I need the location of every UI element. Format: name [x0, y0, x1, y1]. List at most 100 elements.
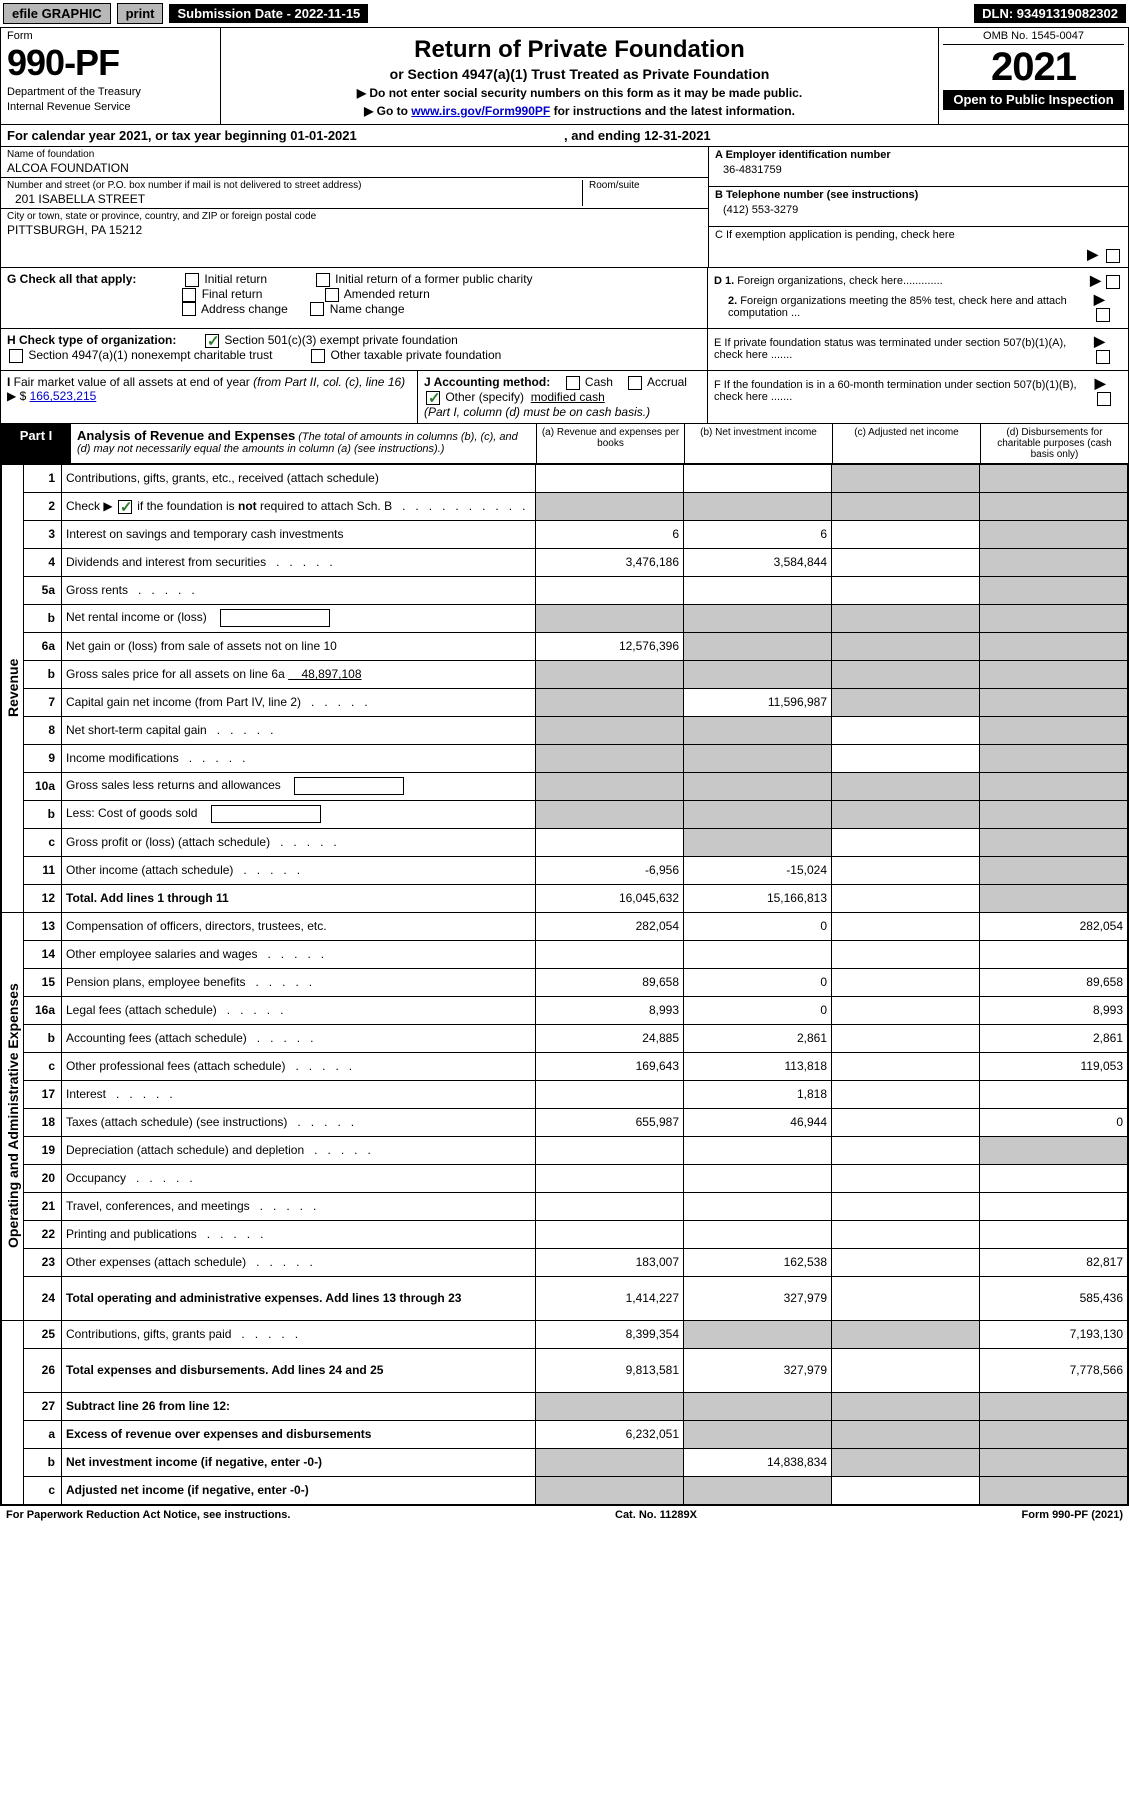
- amount-cell: [980, 1392, 1128, 1420]
- amount-cell: [832, 1248, 980, 1276]
- line-number: 21: [24, 1192, 62, 1220]
- amount-cell: 82,817: [980, 1248, 1128, 1276]
- line-desc: Pension plans, employee benefits . . . .…: [62, 968, 536, 996]
- c-checkbox[interactable]: [1106, 249, 1120, 263]
- table-row: bNet investment income (if negative, ent…: [2, 1448, 1128, 1476]
- amount-cell: 1,818: [684, 1080, 832, 1108]
- efile-button[interactable]: efile GRAPHIC: [3, 3, 111, 24]
- g-final-checkbox[interactable]: [182, 288, 196, 302]
- d2-checkbox[interactable]: [1096, 308, 1110, 322]
- submission-date: Submission Date - 2022-11-15: [169, 4, 368, 23]
- j-other-checkbox[interactable]: [426, 391, 440, 405]
- g-addr: Address change: [201, 302, 288, 316]
- amount-cell: [684, 1136, 832, 1164]
- h-501c3-checkbox[interactable]: [205, 334, 219, 348]
- amount-cell: [536, 1080, 684, 1108]
- form-header: Form 990-PF Department of the Treasury I…: [1, 28, 1128, 125]
- amount-cell: [684, 1476, 832, 1504]
- line-desc: Gross rents . . . . .: [62, 576, 536, 604]
- part1-header: Part I Analysis of Revenue and Expenses …: [1, 424, 1128, 464]
- line-desc: Dividends and interest from securities .…: [62, 548, 536, 576]
- j-cash-checkbox[interactable]: [566, 376, 580, 390]
- g-name-checkbox[interactable]: [310, 302, 324, 316]
- amount-cell: 6: [536, 520, 684, 548]
- e-checkbox[interactable]: [1096, 350, 1110, 364]
- line-desc: Depreciation (attach schedule) and deple…: [62, 1136, 536, 1164]
- amount-cell: 11,596,987: [684, 688, 832, 716]
- amount-cell: [980, 1448, 1128, 1476]
- line-number: 4: [24, 548, 62, 576]
- amount-cell: 183,007: [536, 1248, 684, 1276]
- h-label: H Check type of organization:: [7, 333, 176, 347]
- amount-cell: [832, 520, 980, 548]
- d-checks: D 1. Foreign organizations, check here..…: [708, 268, 1128, 328]
- table-row: cGross profit or (loss) (attach schedule…: [2, 828, 1128, 856]
- line-desc: Contributions, gifts, grants, etc., rece…: [62, 464, 536, 492]
- line-number: 17: [24, 1080, 62, 1108]
- line-desc: Accounting fees (attach schedule) . . . …: [62, 1024, 536, 1052]
- amount-cell: [832, 772, 980, 800]
- amount-cell: [536, 1192, 684, 1220]
- foundation-name: ALCOA FOUNDATION: [7, 160, 702, 175]
- ein-label: A Employer identification number: [715, 149, 1122, 161]
- form-container: Form 990-PF Department of the Treasury I…: [0, 27, 1129, 1506]
- amount-cell: 282,054: [536, 912, 684, 940]
- line-number: 22: [24, 1220, 62, 1248]
- amount-cell: [980, 632, 1128, 660]
- line-number: 24: [24, 1276, 62, 1320]
- h-other-checkbox[interactable]: [311, 349, 325, 363]
- part1-desc: Analysis of Revenue and Expenses (The to…: [71, 424, 536, 463]
- fmv-link[interactable]: 166,523,215: [30, 389, 97, 403]
- g-initial: Initial return: [204, 272, 267, 286]
- amount-cell: [980, 688, 1128, 716]
- line-number: 9: [24, 744, 62, 772]
- line-number: 6a: [24, 632, 62, 660]
- amount-cell: [832, 1080, 980, 1108]
- amount-cell: [536, 1164, 684, 1192]
- line-desc: Other expenses (attach schedule) . . . .…: [62, 1248, 536, 1276]
- amount-cell: 3,584,844: [684, 548, 832, 576]
- side-label: Operating and Administrative Expenses: [2, 912, 24, 1320]
- line-desc: Gross profit or (loss) (attach schedule)…: [62, 828, 536, 856]
- amount-cell: [684, 492, 832, 520]
- table-row: bAccounting fees (attach schedule) . . .…: [2, 1024, 1128, 1052]
- table-row: cAdjusted net income (if negative, enter…: [2, 1476, 1128, 1504]
- e-text: E If private foundation status was termi…: [714, 337, 1094, 361]
- f-checkbox[interactable]: [1097, 392, 1111, 406]
- g-initial-former-checkbox[interactable]: [316, 273, 330, 287]
- amount-cell: 46,944: [684, 1108, 832, 1136]
- arrow-icon: ▶: [1094, 291, 1105, 307]
- side-label: Revenue: [2, 464, 24, 912]
- j-accrual-checkbox[interactable]: [628, 376, 642, 390]
- amount-cell: [832, 688, 980, 716]
- amount-cell: 0: [980, 1108, 1128, 1136]
- h-4947-checkbox[interactable]: [9, 349, 23, 363]
- amount-cell: [832, 968, 980, 996]
- amount-cell: 327,979: [684, 1348, 832, 1392]
- amount-cell: 8,399,354: [536, 1320, 684, 1348]
- amount-cell: [536, 772, 684, 800]
- instructions-link[interactable]: www.irs.gov/Form990PF: [411, 104, 550, 118]
- line-desc: Contributions, gifts, grants paid . . . …: [62, 1320, 536, 1348]
- graphic-label: GRAPHIC: [42, 6, 102, 21]
- amount-cell: [684, 1392, 832, 1420]
- amount-cell: [980, 1136, 1128, 1164]
- line-desc: Excess of revenue over expenses and disb…: [62, 1420, 536, 1448]
- amount-cell: [536, 1448, 684, 1476]
- amount-cell: [536, 688, 684, 716]
- amount-cell: [832, 1108, 980, 1136]
- entity-right: A Employer identification number 36-4831…: [708, 147, 1128, 267]
- g-initial-checkbox[interactable]: [185, 273, 199, 287]
- g-amended-checkbox[interactable]: [325, 288, 339, 302]
- amount-cell: 655,987: [536, 1108, 684, 1136]
- d1-checkbox[interactable]: [1106, 275, 1120, 289]
- d1-text: Foreign organizations, check here.......…: [737, 275, 942, 287]
- amount-cell: [832, 1320, 980, 1348]
- print-button[interactable]: print: [117, 3, 164, 24]
- amount-cell: [684, 1164, 832, 1192]
- amount-cell: -6,956: [536, 856, 684, 884]
- amount-cell: [980, 1080, 1128, 1108]
- g-addr-checkbox[interactable]: [182, 302, 196, 316]
- amount-cell: 119,053: [980, 1052, 1128, 1080]
- table-row: 25Contributions, gifts, grants paid . . …: [2, 1320, 1128, 1348]
